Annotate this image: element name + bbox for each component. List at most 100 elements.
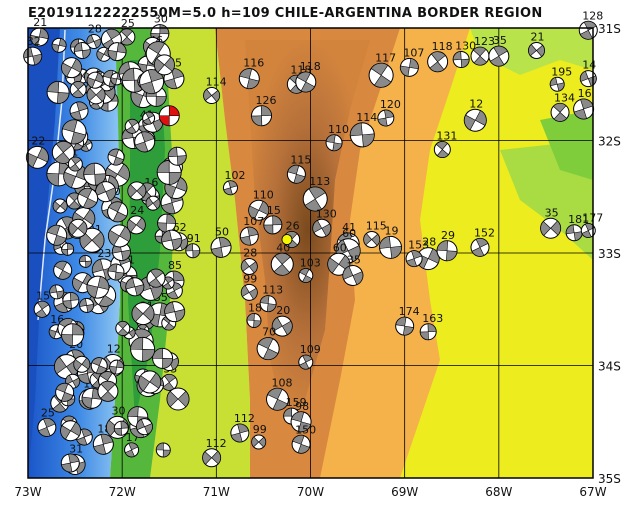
compression-quadrant: [86, 76, 96, 89]
beachball-icon: [377, 109, 395, 127]
event-depth-label: 110: [253, 188, 274, 201]
event-depth-label: 99: [243, 272, 257, 285]
compression-quadrant: [411, 250, 423, 260]
x-tick-label: 68W: [485, 485, 512, 499]
compression-quadrant: [100, 433, 114, 445]
compression-quadrant: [154, 57, 165, 73]
compression-quadrant: [117, 163, 130, 182]
compression-quadrant: [174, 309, 185, 322]
compression-quadrant: [62, 415, 75, 425]
compression-quadrant: [251, 436, 260, 448]
compression-quadrant: [116, 42, 127, 54]
event-depth-label: 35: [545, 206, 559, 219]
event-depth-label: 163: [422, 312, 443, 325]
compression-quadrant: [32, 53, 43, 66]
beachball-icon: [33, 300, 51, 318]
beachball-icon: [238, 68, 260, 90]
compression-quadrant: [247, 226, 259, 237]
compression-quadrant: [230, 432, 243, 443]
compression-quadrant: [549, 77, 558, 87]
compression-quadrant: [552, 103, 567, 113]
event-depth-label: 19: [385, 224, 399, 237]
event-depth-label: 152: [474, 226, 495, 239]
compression-quadrant: [113, 427, 122, 436]
compression-quadrant: [125, 125, 137, 134]
compression-quadrant: [293, 173, 306, 184]
compression-quadrant: [211, 450, 221, 465]
compression-quadrant: [86, 303, 94, 313]
compression-quadrant: [138, 375, 151, 392]
beachball-icon: [419, 323, 437, 341]
beachball-icon: [61, 323, 85, 347]
compression-quadrant: [553, 111, 568, 122]
compression-quadrant: [271, 317, 283, 332]
compression-quadrant: [161, 229, 173, 243]
compression-quadrant: [203, 88, 213, 101]
compression-quadrant: [297, 421, 312, 433]
event-depth-label: 21: [531, 31, 545, 44]
y-tick-label: 31S: [598, 22, 621, 36]
compression-quadrant: [292, 434, 305, 445]
compression-quadrant: [142, 305, 155, 322]
compression-quadrant: [139, 81, 156, 94]
compression-quadrant: [291, 411, 305, 423]
beachball-icon: [37, 417, 57, 437]
compression-quadrant: [91, 231, 105, 250]
event-depth-label: 103: [300, 257, 321, 270]
compression-quadrant: [121, 249, 131, 261]
event-depth-label: 98: [295, 400, 309, 413]
event-depth-label: 120: [380, 98, 401, 111]
beachball-icon: [399, 57, 419, 77]
event-depth-label: 21: [33, 16, 47, 29]
compression-quadrant: [302, 275, 313, 283]
compression-quadrant: [109, 365, 117, 375]
beachball-icon: [164, 301, 186, 323]
compression-quadrant: [475, 238, 489, 248]
compression-quadrant: [35, 308, 48, 318]
compression-quadrant: [390, 245, 402, 259]
beachball-icon: [68, 218, 88, 238]
compression-quadrant: [119, 226, 131, 243]
beachball-icon: [107, 263, 125, 281]
event-depth-label: 108: [272, 376, 293, 389]
compression-quadrant: [81, 396, 93, 409]
beachball-icon: [436, 240, 458, 262]
event-depth-label: 91: [187, 232, 201, 245]
compression-quadrant: [53, 234, 67, 246]
event-depth-label: 107: [403, 46, 424, 59]
event-depth-label: 30: [111, 404, 125, 417]
beachball-icon: [246, 313, 262, 328]
event-depth-label: 107: [243, 215, 264, 228]
event-depth-label: 113: [262, 284, 283, 297]
compression-quadrant: [125, 277, 136, 290]
compression-quadrant: [83, 162, 96, 176]
compression-quadrant: [435, 141, 448, 150]
compression-quadrant: [81, 428, 93, 438]
compression-quadrant: [573, 108, 588, 120]
beachball-icon: [528, 42, 545, 59]
event-depth-label: 15: [267, 204, 281, 217]
event-depth-label: 99: [253, 423, 267, 436]
compression-quadrant: [58, 318, 74, 329]
compression-quadrant: [272, 215, 283, 226]
event-depth-label: 126: [256, 94, 277, 107]
compression-quadrant: [69, 163, 80, 172]
compression-quadrant: [46, 172, 60, 187]
event-depth-label: 114: [206, 76, 227, 89]
compression-quadrant: [83, 209, 96, 226]
beachball-icon: [342, 265, 364, 286]
compression-quadrant: [121, 67, 135, 82]
compression-quadrant: [54, 356, 67, 375]
compression-quadrant: [127, 119, 139, 127]
compression-quadrant: [43, 418, 56, 428]
beachball-icon: [488, 45, 510, 67]
beachball-icon: [202, 448, 222, 468]
compression-quadrant: [281, 320, 293, 336]
event-depth-label: 115: [366, 220, 387, 233]
beachball-icon: [86, 71, 104, 89]
compression-quadrant: [59, 200, 68, 212]
compression-quadrant: [556, 82, 565, 92]
compression-quadrant: [68, 200, 81, 210]
event-depth-label: 181: [568, 213, 589, 226]
event-depth-label: 25: [41, 406, 55, 419]
